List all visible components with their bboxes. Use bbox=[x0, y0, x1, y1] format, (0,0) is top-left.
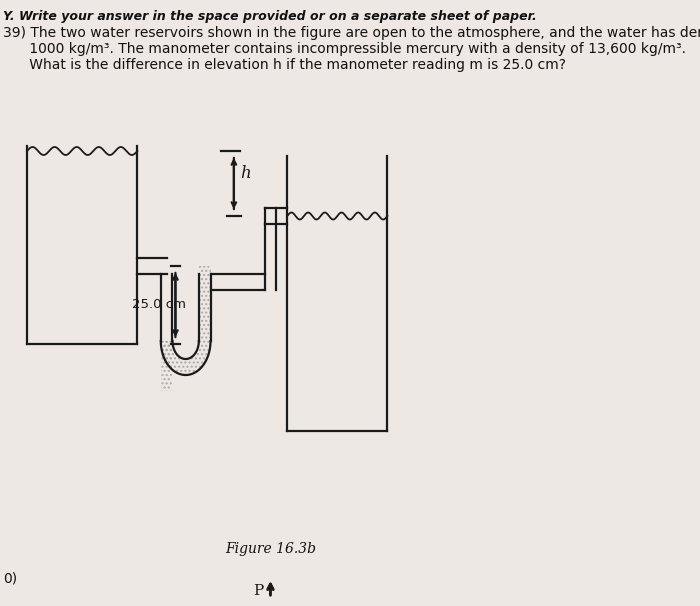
Bar bbox=[199, 266, 211, 341]
Text: 39) The two water reservoirs shown in the figure are open to the atmosphere, and: 39) The two water reservoirs shown in th… bbox=[3, 26, 700, 40]
Text: 0): 0) bbox=[3, 572, 17, 586]
Text: 1000 kg/m³. The manometer contains incompressible mercury with a density of 13,6: 1000 kg/m³. The manometer contains incom… bbox=[3, 42, 686, 56]
Text: What is the difference in elevation h if the manometer reading m is 25.0 cm?: What is the difference in elevation h if… bbox=[3, 58, 566, 72]
Text: 25.0 cm: 25.0 cm bbox=[132, 299, 186, 311]
Text: P: P bbox=[253, 584, 263, 598]
Text: h: h bbox=[239, 165, 251, 182]
Text: Y. Write your answer in the space provided or on a separate sheet of paper.: Y. Write your answer in the space provid… bbox=[3, 10, 537, 23]
Bar bbox=[161, 341, 172, 391]
Text: Figure 16.3b: Figure 16.3b bbox=[225, 542, 316, 556]
